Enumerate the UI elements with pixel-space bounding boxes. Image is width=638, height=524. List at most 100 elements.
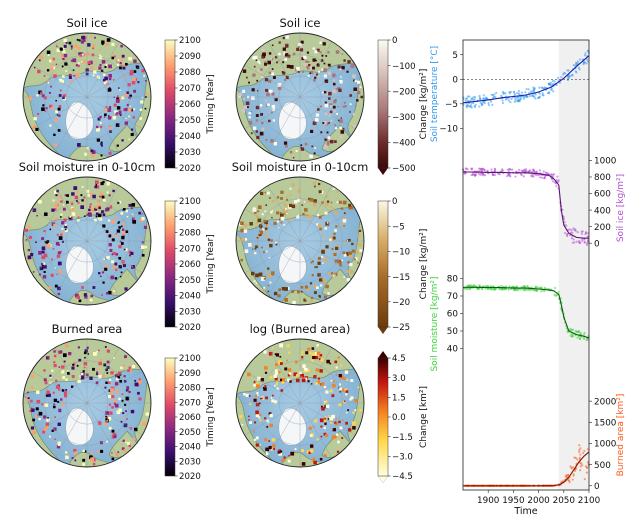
colorbar-tick-label: −3.0 — [392, 453, 413, 463]
cell — [261, 55, 265, 59]
cell — [71, 192, 75, 196]
cell — [91, 154, 95, 158]
cell — [111, 429, 115, 433]
y-tick-label: 2000 — [594, 397, 617, 407]
scatter-point — [509, 90, 512, 94]
cell — [131, 80, 136, 85]
cell — [334, 124, 337, 127]
cell — [318, 357, 322, 361]
cell — [72, 362, 76, 366]
cell — [50, 106, 54, 110]
cell — [123, 449, 127, 453]
cell — [302, 213, 305, 216]
cell — [74, 293, 79, 298]
scatter-point — [549, 88, 553, 91]
cell — [56, 273, 58, 276]
cell — [138, 397, 142, 401]
cell — [337, 86, 341, 90]
cell — [289, 203, 293, 208]
colorbar-tick-label: 2020 — [179, 164, 201, 174]
cell — [103, 80, 108, 85]
scatter-point — [473, 174, 477, 177]
cell — [103, 73, 106, 77]
cell — [340, 364, 343, 367]
cell — [122, 439, 125, 442]
cell — [89, 203, 92, 206]
cell — [266, 104, 269, 107]
colorbar-tick-label: 2020 — [179, 323, 201, 333]
cell — [133, 59, 137, 63]
cell — [312, 58, 316, 62]
cell — [52, 391, 55, 394]
cell — [333, 79, 335, 82]
cell — [319, 369, 323, 373]
cell — [300, 147, 305, 151]
cell — [254, 421, 257, 424]
cell — [253, 384, 256, 387]
cell — [307, 380, 310, 383]
scatter-point — [571, 328, 574, 332]
cell — [268, 71, 272, 75]
cell — [270, 139, 274, 143]
cell — [62, 94, 67, 98]
cell — [255, 282, 258, 285]
scatter-point — [570, 466, 573, 469]
cell — [108, 126, 112, 130]
cell — [49, 104, 53, 108]
scatter-point — [522, 96, 526, 99]
cell — [326, 142, 330, 146]
cell — [44, 212, 48, 216]
scatter-point — [492, 174, 495, 177]
cell — [125, 121, 129, 124]
scatter-point — [572, 227, 575, 230]
cell — [75, 51, 77, 54]
cell — [54, 203, 58, 208]
scatter-point — [538, 95, 542, 98]
cell — [256, 236, 259, 239]
cell — [125, 230, 129, 234]
cell — [25, 239, 28, 241]
cell — [249, 421, 252, 425]
map-title: Soil moisture in 0-10cm — [19, 160, 156, 174]
cell — [128, 366, 131, 369]
cell — [313, 78, 316, 82]
scatter-point — [572, 63, 575, 67]
cell — [130, 72, 134, 76]
cell — [64, 390, 68, 393]
cell — [241, 237, 246, 242]
cell — [121, 399, 124, 402]
cell — [323, 68, 327, 72]
cell — [239, 415, 243, 419]
cell — [98, 204, 101, 207]
colorbar-tick-label: 4.5 — [392, 354, 406, 364]
cell — [60, 233, 63, 236]
cell — [280, 221, 283, 224]
scatter-point — [518, 98, 521, 101]
cell — [115, 389, 120, 394]
cell — [46, 69, 50, 72]
cell — [101, 40, 105, 44]
cell — [74, 44, 78, 48]
cell — [61, 221, 65, 225]
cell — [65, 451, 68, 454]
cell — [255, 410, 260, 415]
cell — [274, 377, 278, 381]
scatter-point — [585, 471, 588, 474]
cell — [250, 132, 253, 135]
cell — [278, 52, 281, 56]
cell — [54, 118, 58, 123]
cell — [282, 458, 285, 462]
cell — [118, 256, 122, 260]
cell — [338, 261, 342, 265]
scatter-point — [582, 451, 585, 455]
scatter-point — [506, 168, 509, 171]
cell — [82, 449, 85, 453]
cell — [55, 385, 60, 389]
cell — [111, 457, 115, 461]
scatter-point — [519, 173, 523, 176]
cell — [60, 200, 63, 203]
meridian-line — [244, 64, 356, 130]
cell — [57, 201, 60, 203]
scatter-point — [558, 81, 561, 84]
cell — [253, 381, 256, 384]
